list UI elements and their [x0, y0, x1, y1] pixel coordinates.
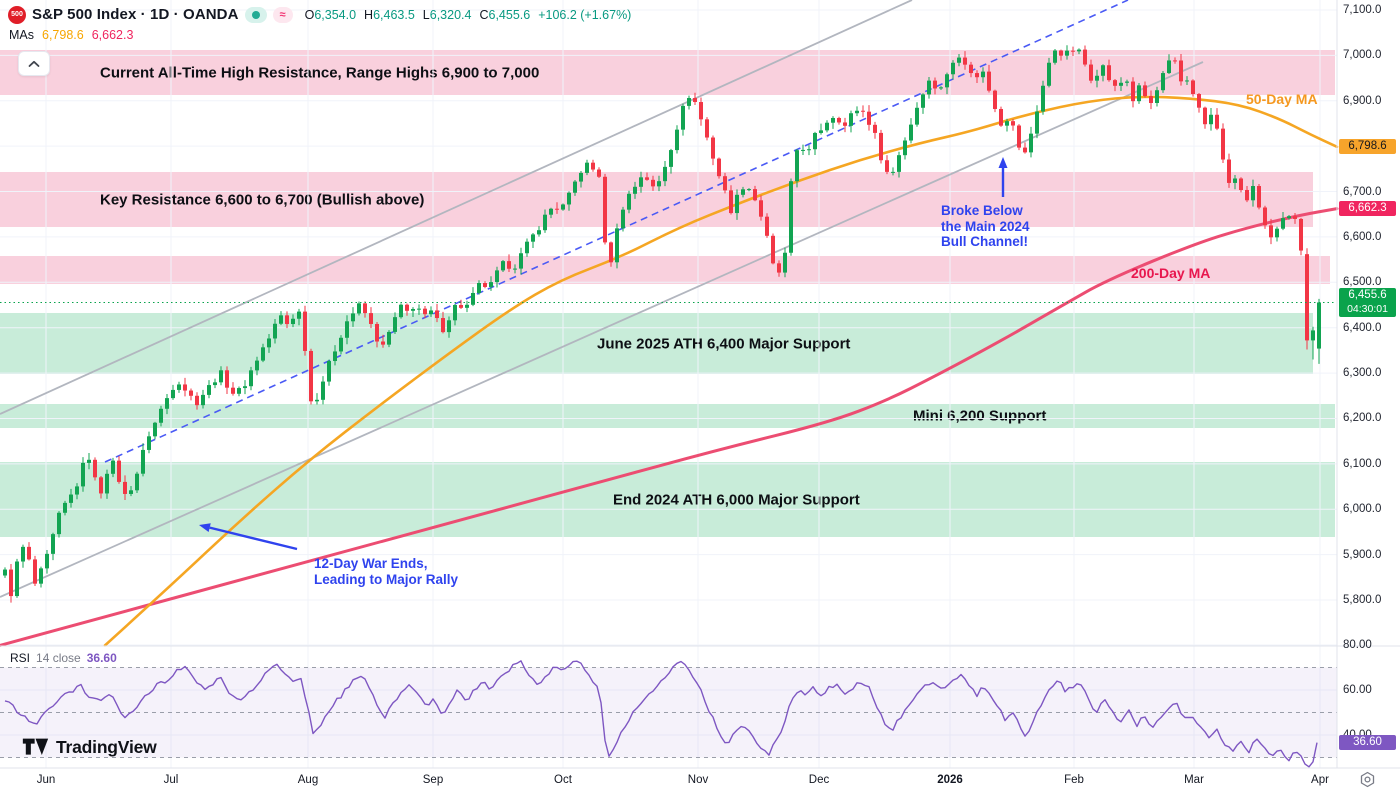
- price-axis-label: 6,200.0: [1343, 412, 1382, 425]
- tradingview-logo-icon: [22, 738, 49, 756]
- time-axis-label: Oct: [554, 774, 572, 786]
- open-value: 6,354.0: [314, 7, 357, 22]
- time-axis-label: Jul: [163, 774, 179, 786]
- timescale-settings-icon[interactable]: [1359, 771, 1376, 791]
- zone-label: Mini 6,200 Support: [913, 407, 1047, 425]
- resistance-zone[interactable]: Current All-Time High Resistance, Range …: [0, 49, 1335, 96]
- last-price-badge: 6,455.6 04:30:01: [1339, 287, 1396, 317]
- time-axis-label: Mar: [1184, 774, 1204, 786]
- support-zone[interactable]: Mini 6,200 Support: [0, 404, 1335, 428]
- ohlc-values: O6,354.0 H6,463.5 L6,320.4 C6,455.6 +106…: [304, 7, 632, 22]
- collapse-pane-button[interactable]: [18, 51, 50, 76]
- ma50-price-badge: 6,798.6: [1339, 139, 1396, 155]
- high-value: 6,463.5: [373, 7, 415, 22]
- rsi-band: [0, 667, 1337, 758]
- price-axis-label: 6,000.0: [1343, 503, 1382, 516]
- rsi-axis-label: 80.00: [1343, 639, 1372, 651]
- pane-separators: [0, 0, 1400, 769]
- price-axis-label: 6,900.0: [1343, 94, 1382, 107]
- zone-label: Current All-Time High Resistance, Range …: [100, 64, 540, 82]
- ma-legend-row: MAs 6,798.6 6,662.3: [9, 28, 134, 42]
- tradingview-logo[interactable]: TradingView: [22, 735, 157, 759]
- price-axis-label: 6,700.0: [1343, 185, 1382, 198]
- time-axis-label: 2026: [937, 774, 963, 786]
- zone-label: Key Resistance 6,600 to 6,700 (Bullish a…: [100, 191, 425, 209]
- rsi-current-value: 36.60: [86, 651, 117, 665]
- sp500-logo-icon: 500: [8, 5, 26, 24]
- ma200-price-badge: 6,662.3: [1339, 201, 1396, 217]
- zone-label: June 2025 ATH 6,400 Major Support: [597, 335, 851, 353]
- time-axis-label: Jun: [36, 774, 56, 786]
- price-axis-label: 5,900.0: [1343, 548, 1382, 561]
- rsi-axis-label: 60.00: [1343, 684, 1372, 696]
- time-axis-label: Aug: [297, 774, 319, 786]
- ma200-label: 200-Day MA: [1131, 265, 1211, 281]
- support-zone[interactable]: June 2025 ATH 6,400 Major Support: [0, 313, 1313, 374]
- time-axis-label: Sep: [422, 774, 444, 786]
- time-axis-label: Apr: [1311, 774, 1329, 786]
- ma50-legend-value: 6,798.6: [42, 28, 84, 42]
- grid-lines: [0, 0, 1337, 768]
- time-axis-label: Dec: [808, 774, 830, 786]
- price-axis-label: 5,800.0: [1343, 594, 1382, 606]
- ma200-legend-value: 6,662.3: [91, 28, 134, 42]
- rsi-params: 14 close: [36, 651, 81, 665]
- low-value: 6,320.4: [429, 7, 472, 22]
- rsi-indicator-legend[interactable]: RSI 14 close 36.60: [10, 651, 117, 665]
- rsi-name: RSI: [10, 651, 31, 665]
- market-status-icon[interactable]: [244, 6, 267, 23]
- price-axis-label: 6,300.0: [1343, 367, 1382, 380]
- change-value: +106.2 (+1.67%): [538, 7, 632, 22]
- ma50-label: 50-Day MA: [1246, 91, 1318, 107]
- price-axis-label: 7,100.0: [1343, 4, 1382, 16]
- status-dot-icon: [251, 10, 260, 19]
- time-axis-label: Nov: [687, 774, 709, 786]
- zone-label: End 2024 ATH 6,000 Major Support: [613, 491, 860, 509]
- war-ends-annotation[interactable]: 12-Day War Ends, Leading to Major Rally: [314, 556, 459, 587]
- rsi-value-badge: 36.60: [1339, 735, 1396, 751]
- rsi-line: [4, 660, 1318, 768]
- time-axis-label: Feb: [1064, 774, 1084, 786]
- price-axis-label: 7,000.0: [1343, 49, 1382, 62]
- price-axis-label: 6,500.0: [1343, 276, 1382, 289]
- price-axis-label: 6,400.0: [1343, 321, 1382, 334]
- price-axis-label: 6,100.0: [1343, 457, 1382, 470]
- resistance-zone[interactable]: Key Resistance 6,600 to 6,700 (Bullish a…: [0, 172, 1313, 227]
- broke-below-annotation[interactable]: Broke Below the Main 2024 Bull Channel!: [941, 203, 1030, 249]
- close-value: 6,455.6: [488, 7, 531, 22]
- symbol-title[interactable]: S&P 500 Index · 1D · OANDA: [32, 6, 239, 23]
- chart-legend: 500 S&P 500 Index · 1D · OANDA ≈ O6,354.…: [8, 5, 631, 42]
- chevron-up-icon: [28, 60, 40, 67]
- delayed-data-icon[interactable]: ≈: [272, 6, 293, 23]
- support-zone[interactable]: End 2024 ATH 6,000 Major Support: [0, 462, 1335, 538]
- price-axis-label: 6,600.0: [1343, 230, 1382, 243]
